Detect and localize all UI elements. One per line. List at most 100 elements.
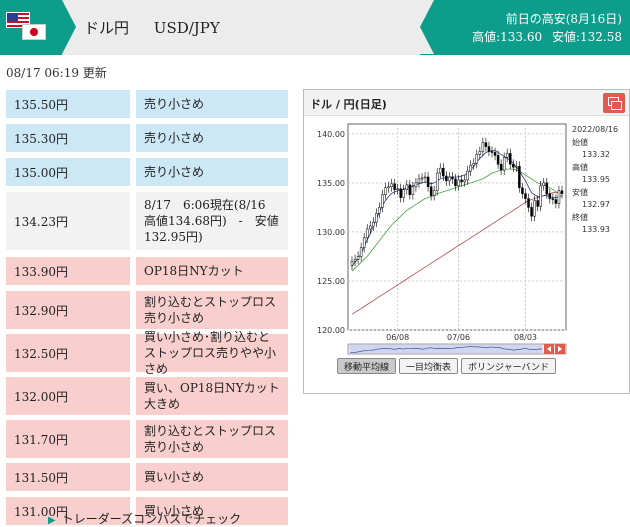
candle-body [378,207,381,214]
arrow-left-glyph [547,346,551,352]
order-description: 8/17 6:06現在(8/16 高値134.68円) - 安値132.95円) [136,192,288,250]
candle-body [362,237,366,248]
previous-low: 安値:132.58 [551,30,622,44]
previous-day-values: 高値:133.60 安値:132.58 [466,28,622,45]
candle-body [408,184,412,195]
order-description: 割り込むとストップロス売り小さめ [136,420,288,458]
candle-body [478,151,482,155]
triangle-right-icon: ▶ [48,515,56,526]
order-price: 135.30円 [6,124,130,152]
candle-body [548,193,552,199]
updated-timestamp: 08/17 06:19 更新 [6,66,107,80]
plot-area [347,123,567,331]
open-value: 133.32 [582,150,610,159]
pair-japanese: ドル円 [84,19,130,37]
order-description: 買い小さめ [136,463,288,491]
candle-body [484,142,488,147]
tab-moving-average[interactable]: 移動平均線 [337,358,397,374]
candle-body [451,176,454,180]
pair-english: USD/JPY [153,19,220,37]
candlestick-chart: 140.00 135.00 130.00 125.00 120.00 06/08 07/06… [317,123,567,355]
expand-window-icon[interactable] [603,93,625,113]
candle-body [365,228,369,239]
candle-body [390,183,393,188]
candle-body [439,167,442,174]
high-label: 高値 [572,162,588,172]
candle-body [387,186,390,189]
arrow-right-glyph [558,346,562,352]
candle-body [533,200,536,217]
japan-flag-icon [22,24,46,40]
order-description: 割り込むとストップロス売り小さめ [136,291,288,329]
order-row: 134.23円 8/17 6:06現在(8/16 高値134.68円) - 安値1… [6,192,288,250]
x-tick-label: 06/08 [386,333,409,342]
candle-body [369,225,372,230]
chart-title-bar: ドル / 円(日足) [304,90,629,116]
candle-body [405,184,409,190]
ma-long-line [351,192,562,315]
close-label: 終値 [572,212,588,222]
candle-body [518,165,521,189]
candle-body [448,176,451,182]
tab-bollinger-bands[interactable]: ボリンジャーバンド [461,358,556,374]
candle-body [560,190,564,194]
close-value: 133.93 [582,225,610,234]
candle-body [445,175,448,182]
order-description: 買い小さめ [136,497,288,525]
candle-body [384,187,387,195]
candle-body [350,261,354,266]
candle-body [496,155,500,165]
order-price: 135.50円 [6,90,130,118]
tab-ichimoku[interactable]: 一目均衡表 [399,358,459,374]
candle-body [509,153,512,165]
candle-body [411,186,415,195]
order-row: 135.00円 売り小さめ [6,158,288,186]
candle-body [429,186,433,196]
candle-body [356,256,360,260]
order-description: 買い、OP18日NYカット大きめ [136,377,288,415]
candle-body [457,179,460,187]
order-row: 132.90円 割り込むとストップロス売り小さめ [6,291,288,329]
order-row: 131.50円 買い小さめ [6,463,288,491]
candle-body [432,190,436,196]
range-navigator-window [350,345,542,353]
order-row: 135.30円 売り小さめ [6,124,288,152]
candle-body [469,164,472,172]
x-tick-label: 07/06 [447,333,470,342]
currency-pair-title: ドル円 USD/JPY [84,17,240,38]
candle-body [454,178,457,187]
ma-short-line [351,150,563,267]
candle-body [521,187,524,194]
candle-body [372,221,375,227]
chart-panel: ドル / 円(日足) 140.00 135.00 130.00 125.00 120.0… [303,89,630,394]
candle-body [402,189,405,198]
order-price: 133.90円 [6,257,130,285]
candle-body [423,176,427,179]
low-value: 132.97 [582,200,610,209]
low-label: 安値 [572,187,588,197]
previous-day-panel: 前日の高安(8月16日) 高値:133.60 安値:132.58 [420,0,630,55]
indicator-tabs: 移動平均線 一目均衡表 ボリンジャーバンド [337,358,559,374]
order-description: 買い小さめ･割り込むとストップロス売りやや小さめ [136,330,288,376]
order-price: 131.70円 [6,420,130,458]
candle-body [472,162,475,166]
candle-body [527,198,530,208]
candle-body [530,207,533,217]
candle-body [381,194,384,208]
candle-body [539,185,542,207]
candle-body [545,182,549,194]
candle-body [515,165,518,168]
y-tick-label: 120.00 [317,326,345,335]
candle-body [359,247,363,257]
traders-compass-link[interactable]: ▶ トレーダーズコンパスでチェック [48,510,241,527]
order-description: 売り小さめ [136,90,288,118]
order-price: 132.50円 [6,334,130,372]
header-chevron-left [62,0,76,54]
order-price: 132.00円 [6,377,130,415]
candle-body [466,170,469,181]
order-row: 131.70円 割り込むとストップロス売り小さめ [6,420,288,458]
candle-body [505,153,509,158]
high-value: 133.95 [582,175,610,184]
order-description: 売り小さめ [136,124,288,152]
candle-body [414,182,418,188]
